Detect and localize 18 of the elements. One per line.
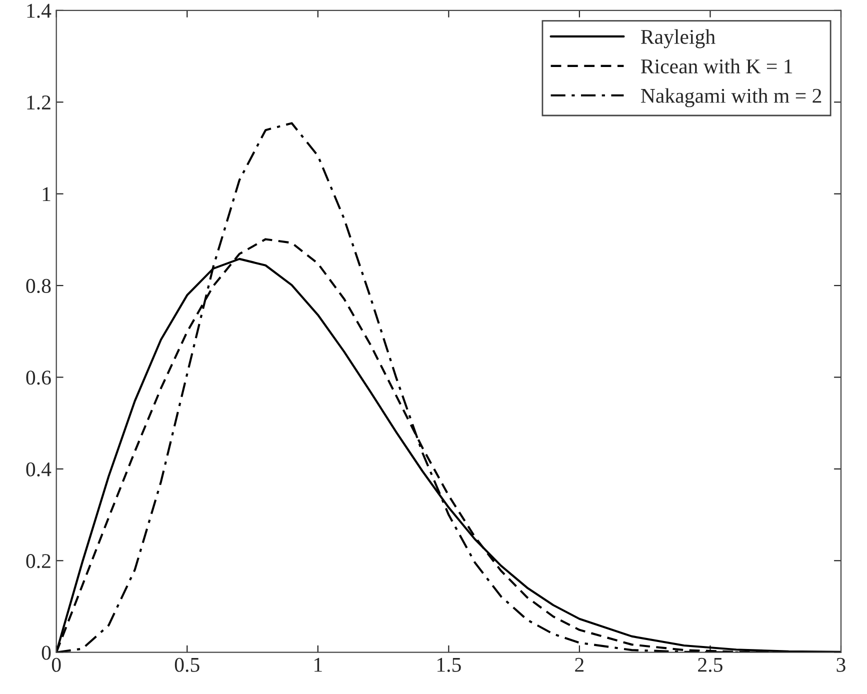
y-tick-label: 1.4 <box>27 4 52 18</box>
x-tick-label: 2 <box>575 658 584 672</box>
x-tick-label: 1.5 <box>437 658 461 672</box>
y-tick-label: 1.2 <box>27 96 50 110</box>
legend-label: Nakagami with m = 2 <box>640 88 822 108</box>
x-tick-label: 0.5 <box>174 658 200 672</box>
x-tick-label: 2.5 <box>698 658 722 672</box>
x-tick-label: 1 <box>314 658 322 672</box>
y-tick-label: 0.8 <box>26 278 51 294</box>
x-tick-label: 0 <box>52 658 61 672</box>
y-tick-label: 0.2 <box>26 554 50 568</box>
y-tick-label: 0 <box>42 646 51 660</box>
y-tick-label: 0.4 <box>26 462 52 476</box>
y-tick-label: 0.6 <box>26 370 51 385</box>
legend-label: Ricean with K = 1 <box>640 58 792 74</box>
y-tick-label: 1 <box>42 187 50 202</box>
legend-label: Rayleigh <box>640 29 716 48</box>
x-tick-label: 3 <box>836 658 846 672</box>
